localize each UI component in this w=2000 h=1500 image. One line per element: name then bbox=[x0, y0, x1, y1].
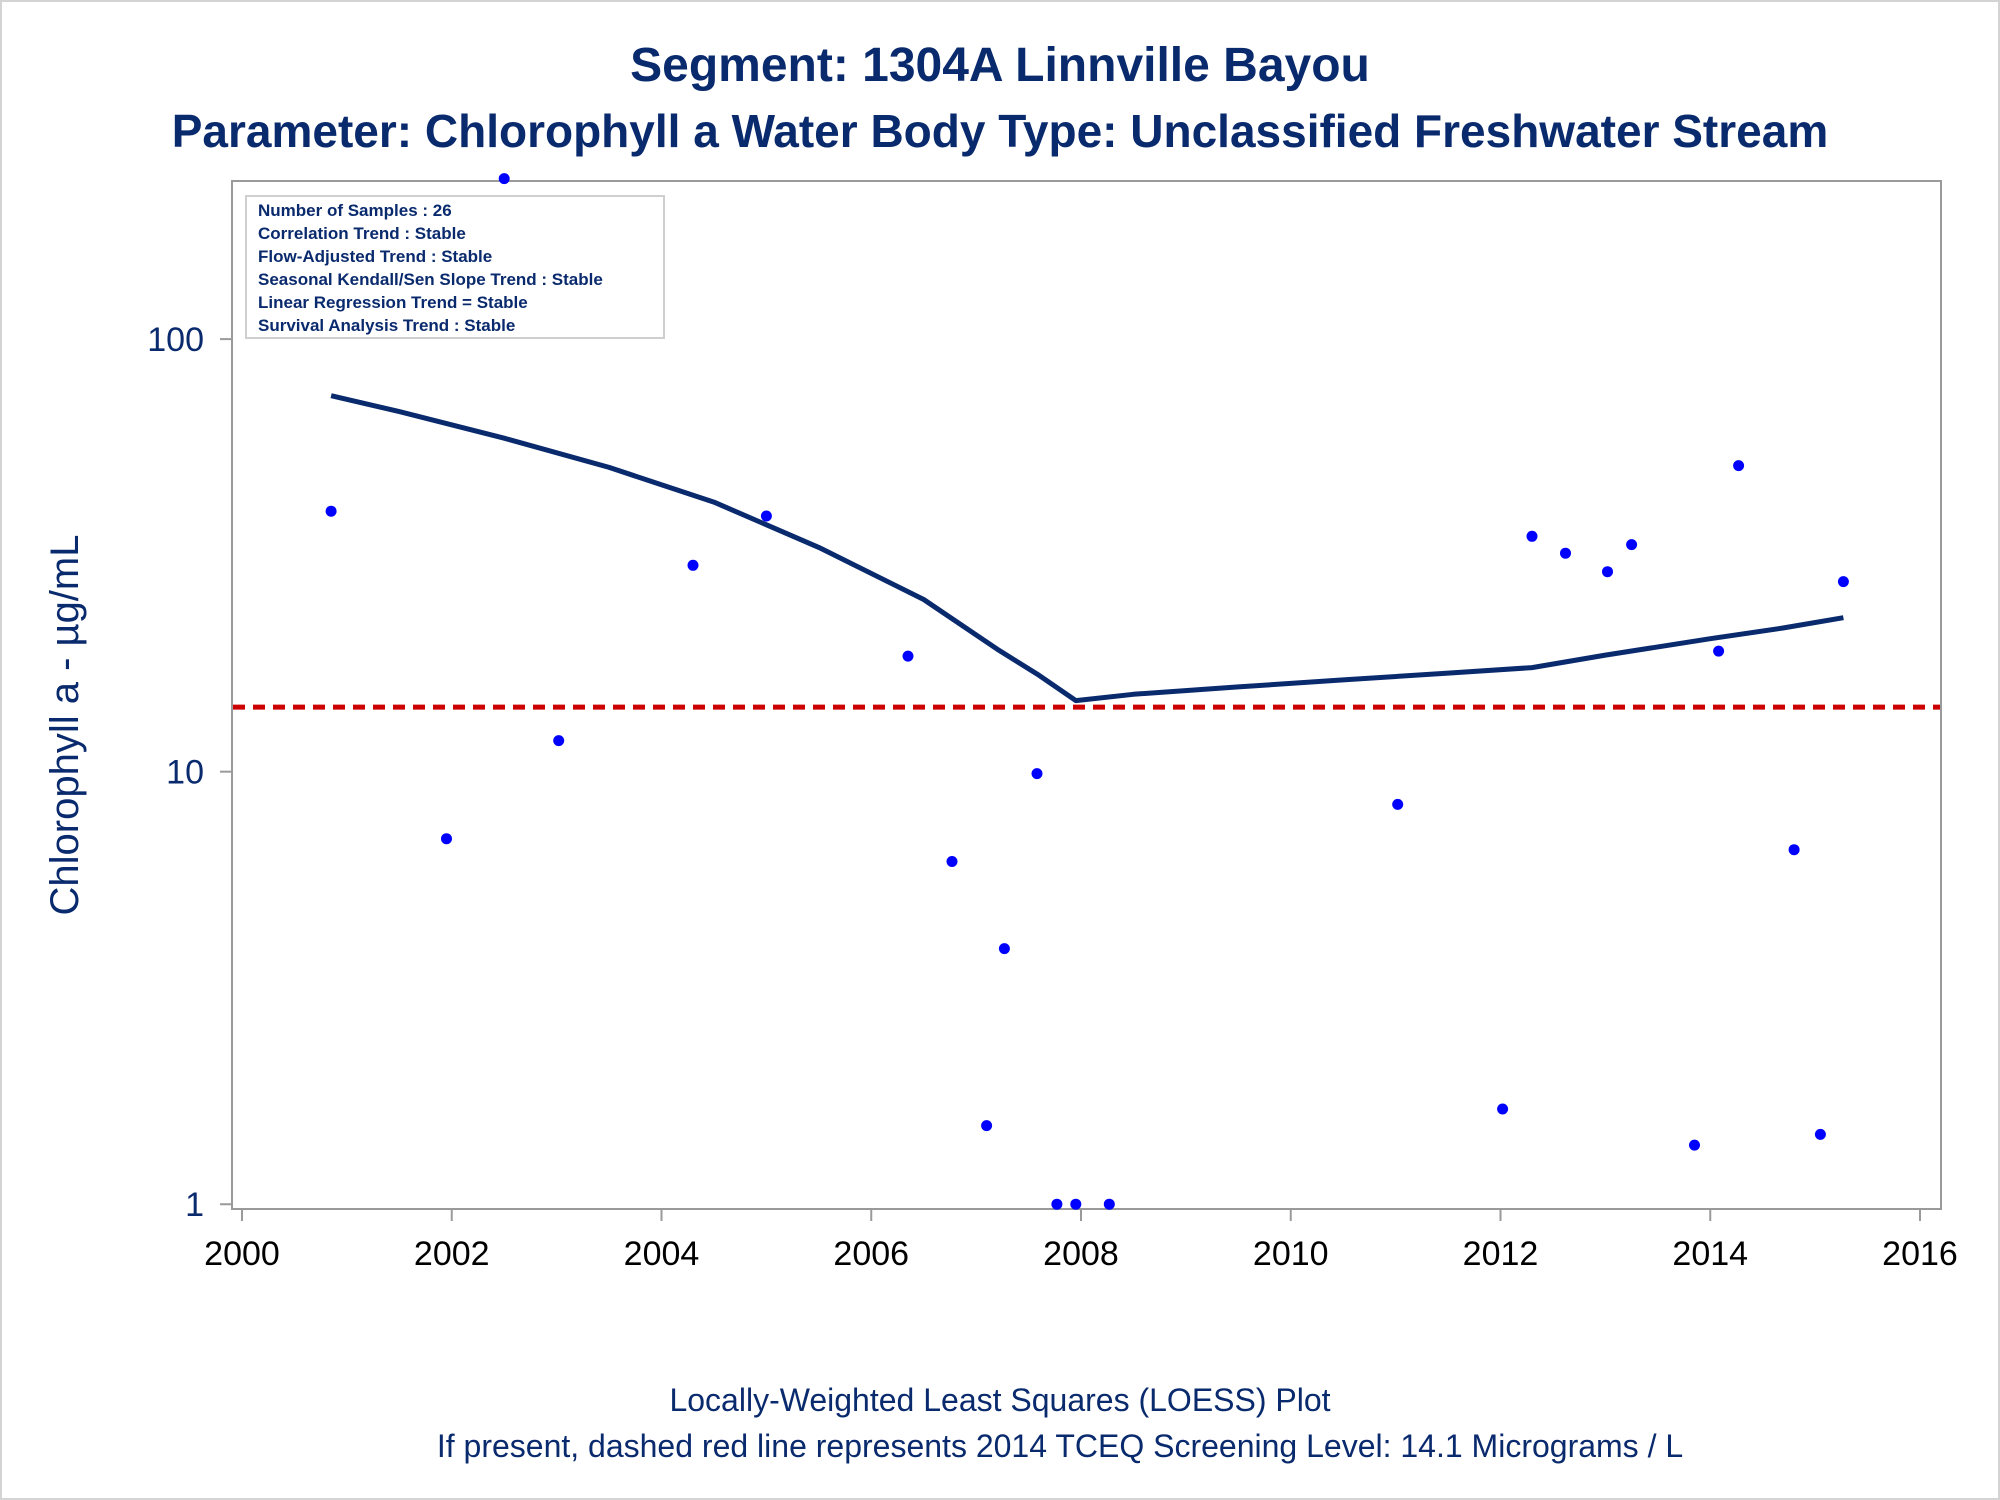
y-axis: 1 10 100 bbox=[147, 321, 232, 1224]
data-point bbox=[553, 735, 565, 747]
data-point bbox=[1837, 576, 1849, 588]
data-point bbox=[1031, 768, 1043, 780]
y-tick-label: 1 bbox=[185, 1186, 204, 1224]
data-point bbox=[325, 505, 337, 517]
x-tick-label: 2006 bbox=[833, 1235, 909, 1273]
footer-screening-note: If present, dashed red line represents 2… bbox=[436, 1428, 1684, 1464]
x-tick-label: 2004 bbox=[624, 1235, 700, 1273]
data-point bbox=[1814, 1128, 1826, 1140]
loess-curve bbox=[330, 393, 1844, 704]
data-point bbox=[760, 510, 772, 522]
data-point bbox=[998, 943, 1010, 955]
x-axis: 2000 2002 2004 2006 2008 2010 2012 2014 2016 bbox=[204, 1209, 1958, 1273]
inset-line: Correlation Trend : Stable bbox=[258, 224, 466, 243]
inset-line: Survival Analysis Trend : Stable bbox=[258, 316, 515, 335]
inset-line: Linear Regression Trend = Stable bbox=[258, 293, 528, 312]
data-point bbox=[1689, 1139, 1700, 1151]
y-tick-label: 100 bbox=[147, 321, 204, 359]
data-point bbox=[902, 650, 914, 662]
data-point bbox=[1560, 547, 1571, 559]
data-point bbox=[1070, 1198, 1082, 1210]
trend-inset: Number of Samples : 26 Correlation Trend … bbox=[245, 195, 665, 339]
x-tick-label: 2014 bbox=[1672, 1235, 1748, 1273]
x-tick-label: 2010 bbox=[1253, 1235, 1329, 1273]
y-axis-label: Chlorophyll a - µg/mL bbox=[43, 535, 87, 916]
inset-line: Seasonal Kendall/Sen Slope Trend : Stabl… bbox=[258, 270, 603, 289]
plot-area bbox=[231, 180, 1942, 1210]
data-point bbox=[687, 559, 699, 571]
inset-box bbox=[245, 195, 665, 339]
data-point bbox=[1713, 645, 1725, 657]
data-point bbox=[946, 856, 958, 867]
x-tick-label: 2016 bbox=[1882, 1235, 1958, 1273]
inset-line: Number of Samples : 26 bbox=[258, 201, 452, 220]
x-tick-label: 2002 bbox=[414, 1235, 490, 1273]
data-point bbox=[1497, 1103, 1509, 1115]
data-point bbox=[441, 833, 452, 845]
data-point bbox=[1788, 844, 1800, 856]
data-point bbox=[498, 173, 510, 185]
x-tick-label: 2012 bbox=[1463, 1235, 1539, 1273]
chart-title: Segment: 1304A Linnville Bayou bbox=[630, 39, 1370, 92]
chart-subtitle: Parameter: Chlorophyll a Water Body Type… bbox=[171, 105, 1829, 157]
data-point bbox=[1526, 530, 1538, 542]
x-tick-label: 2000 bbox=[204, 1235, 280, 1273]
x-tick-label: 2008 bbox=[1043, 1235, 1119, 1273]
footer-method: Locally-Weighted Least Squares (LOESS) P… bbox=[669, 1382, 1331, 1418]
data-point bbox=[1733, 460, 1745, 472]
inset-line: Flow-Adjusted Trend : Stable bbox=[258, 247, 492, 266]
data-point bbox=[1602, 566, 1613, 578]
data-point bbox=[1051, 1198, 1063, 1210]
data-point bbox=[1626, 539, 1638, 551]
y-tick-label: 10 bbox=[166, 754, 204, 792]
data-point bbox=[1392, 798, 1404, 810]
data-points bbox=[325, 173, 1849, 1210]
data-point bbox=[1103, 1198, 1115, 1210]
data-point bbox=[981, 1120, 993, 1132]
